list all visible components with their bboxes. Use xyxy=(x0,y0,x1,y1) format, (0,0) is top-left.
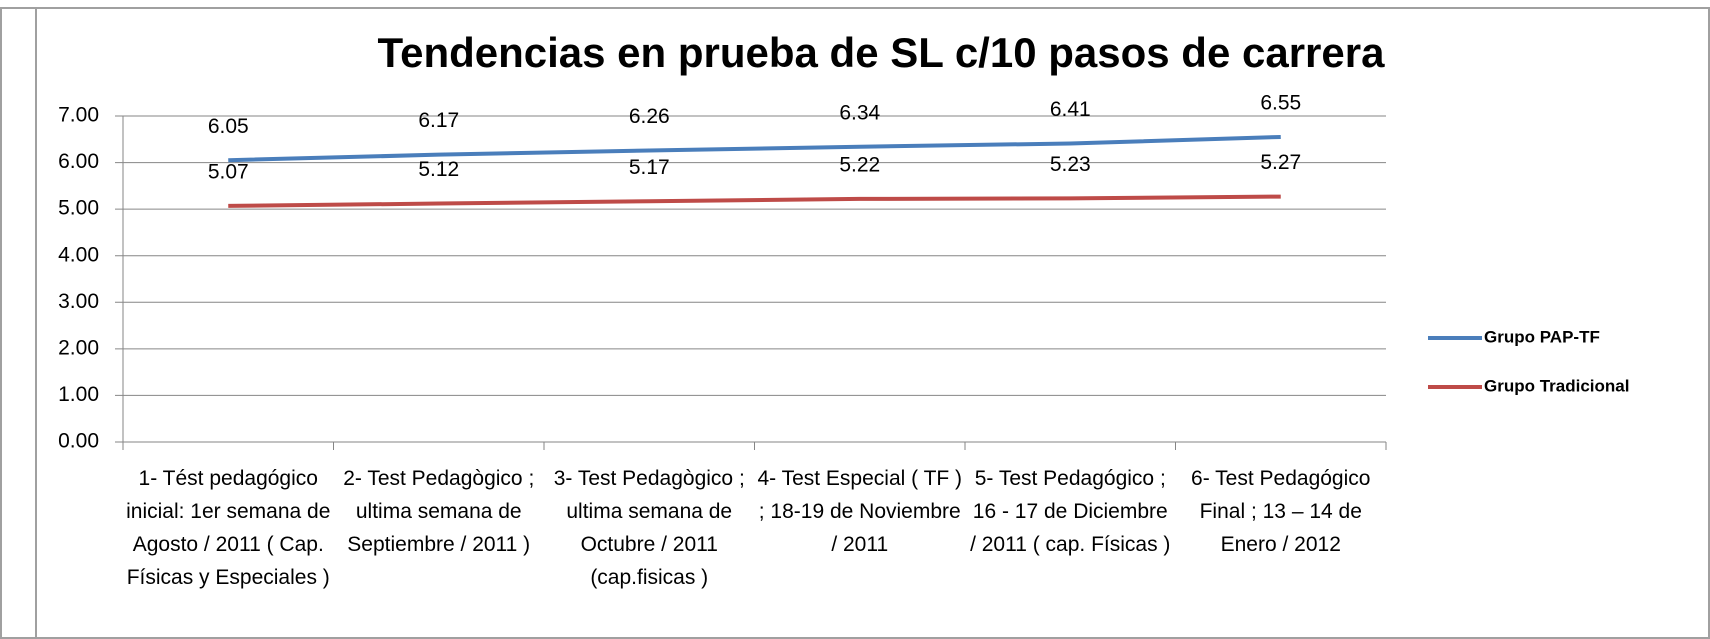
data-label: 6.26 xyxy=(629,105,670,128)
data-label: 5.12 xyxy=(418,158,459,181)
data-label: 5.07 xyxy=(208,160,249,183)
data-label: 6.17 xyxy=(418,109,459,132)
y-tick-label: 5.00 xyxy=(58,197,99,220)
data-label: 6.05 xyxy=(208,115,249,138)
x-tick-label: 6- Test Pedagógico Final ; 13 – 14 de En… xyxy=(1191,467,1371,556)
line xyxy=(228,134,1281,163)
legend-label: Grupo PAP-TF xyxy=(1484,327,1600,346)
y-tick-label: 2.00 xyxy=(58,336,99,359)
x-tick-label: 5- Test Pedagógico ; 16 - 17 de Diciembr… xyxy=(970,467,1171,556)
chart-title: Tendencias en prueba de SL c/10 pasos de… xyxy=(378,29,1386,76)
data-label: 5.22 xyxy=(839,153,880,176)
y-tick-label: 0.00 xyxy=(58,430,99,453)
data-label: 6.34 xyxy=(839,101,880,124)
data-label: 6.41 xyxy=(1050,98,1091,121)
y-tick-label: 3.00 xyxy=(58,290,99,313)
x-tick-label: 3- Test Pedagògico ; ultima semana de Oc… xyxy=(553,467,745,589)
legend-label: Grupo Tradicional xyxy=(1484,376,1629,395)
y-tick-label: 7.00 xyxy=(58,104,99,127)
data-label: 6.55 xyxy=(1260,92,1301,115)
y-tick-label: 6.00 xyxy=(58,150,99,173)
x-tick-label: 2- Test Pedagògico ; ultima semana de Se… xyxy=(343,467,535,556)
data-label: 5.17 xyxy=(629,156,670,179)
x-tick-label: 4- Test Especial ( TF ) ; 18-19 de Novie… xyxy=(757,467,963,556)
x-tick-label: 1- Tést pedagógico inicial: 1er semana d… xyxy=(126,467,331,589)
y-tick-label: 1.00 xyxy=(58,383,99,406)
y-tick-label: 4.00 xyxy=(58,243,99,266)
data-label: 5.27 xyxy=(1260,151,1301,174)
line xyxy=(228,194,1281,208)
data-label: 5.23 xyxy=(1050,153,1091,176)
frame xyxy=(0,7,1710,639)
